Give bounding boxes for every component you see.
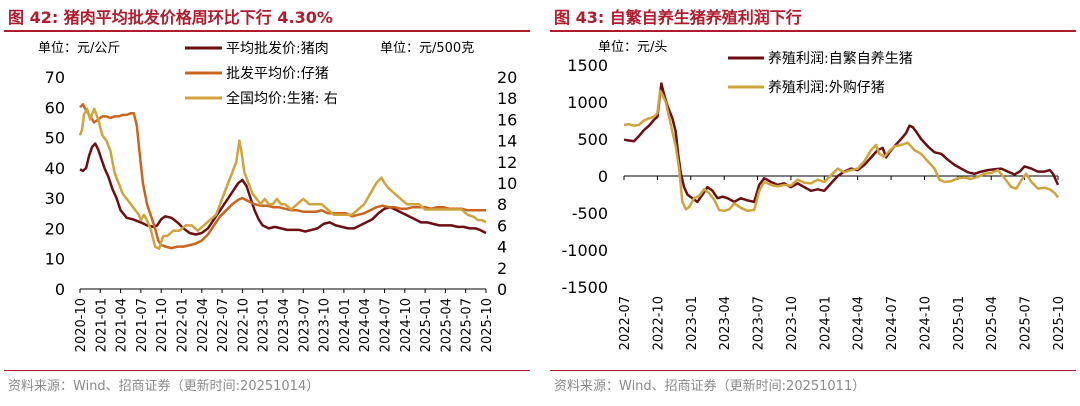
left-chart-svg: 0 10 20 30 40 50 60 70 0 2 4 6 8 10 12 14 16 18 20 2020-10 2… [38,41,517,352]
series-line-1 [79,142,487,236]
y-tick-label-right: 10 [497,174,517,193]
left-source-note: 资料来源：Wind、招商证券（更新时间:20251014） [8,379,320,394]
y-tick-label: -1500 [562,278,609,297]
x-tick-label: 2025-04 [439,298,454,352]
legend-label-2: 养殖利润:外购仔猪 [768,79,885,96]
y-tick-label-left: 50 [45,129,65,148]
x-tick-label: 2023-04 [718,296,733,350]
x-tick-label: 2023-10 [318,298,333,352]
x-tick-label: 2025-04 [985,296,1000,350]
y-tick-label-right: 2 [497,259,507,278]
x-tick-label: 2021-10 [155,298,170,352]
x-tick-label: 2022-04 [196,298,211,352]
x-tick-label: 2024-04 [358,298,373,352]
y-tick-label-left: 0 [55,280,65,299]
series-line-3 [78,107,487,250]
y-tick-label-right: 4 [497,238,507,257]
x-tick-label: 2023-01 [257,298,272,352]
x-tick-label: 2025-01 [952,296,967,350]
left-footer-rule [4,370,530,371]
x-tick-label: 2022-07 [618,296,633,350]
y-tick-label-right: 0 [497,280,507,299]
x-tick-label: 2024-10 [399,298,414,352]
y-tick-label: 1000 [567,93,608,112]
x-tick-label: 2022-10 [651,296,666,350]
x-tick-label: 2024-07 [885,296,900,350]
right-chart-svg: -1500 -1000 -500 0 500 1000 1500 2022-07 2022-10… [562,40,1068,350]
x-tick-label: 2022-10 [236,298,251,352]
unit-label: 单位：元/头 [598,40,667,55]
x-tick-label: 2023-01 [685,296,700,350]
y-tick-label: 1500 [567,56,608,75]
y-tick-label-left: 10 [45,250,65,269]
x-tick-label: 2025-01 [419,298,434,352]
y-tick-label-right: 18 [497,89,517,108]
x-tick-label: 2024-04 [852,296,867,350]
y-tick-label: 0 [598,167,608,186]
x-tick-label: 2025-07 [460,298,475,352]
x-tick-label: 2024-10 [918,296,933,350]
left-unit-label: 单位：元/公斤 [38,41,120,56]
series-line-2 [79,103,486,250]
y-tick-label-right: 6 [497,216,507,235]
x-tick-label: 2023-07 [752,296,767,350]
right-chart-panel: 图 43: 自繁自养生猪养殖利润下行 -1500 -1000 -500 0 500 100… [546,0,1076,406]
x-tick-label: 2024-01 [818,296,833,350]
y-tick-label-right: 12 [497,153,517,172]
right-unit-label: 单位：元/500克 [380,41,474,56]
y-tick-label-left: 70 [45,68,65,87]
y-tick-label-right: 14 [497,132,517,151]
x-tick-label: 2021-04 [115,298,130,352]
right-source-note: 资料来源：Wind、招商证券（更新时间:20251011） [554,379,866,394]
series-line-1 [623,82,1060,204]
right-chart-title: 图 43: 自繁自养生猪养殖利润下行 [554,8,802,27]
x-tick-label: 2025-10 [1052,296,1067,350]
x-tick-label: 2025-10 [480,298,495,352]
x-tick-label: 2024-01 [338,298,353,352]
right-title-rule [550,30,1076,32]
x-tick-label: 2023-04 [277,298,292,352]
left-chart-title: 图 42: 猪肉平均批发价格周环比下行 4.30% [8,8,333,27]
x-tick-label: 2024-07 [379,298,394,352]
legend-label-2: 批发平均价:仔猪 [226,66,329,82]
left-title-rule [4,30,530,32]
y-tick-label-left: 20 [45,219,65,238]
x-tick-label: 2023-07 [297,298,312,352]
y-tick-label-right: 20 [497,68,517,87]
x-tick-label: 2023-10 [785,296,800,350]
series-line-2 [623,89,1060,213]
legend-label-3: 全国均价:生猪: 右 [226,90,338,107]
y-tick-label-left: 30 [45,189,65,208]
x-tick-label: 2021-01 [94,298,109,352]
x-tick-label: 2022-07 [216,298,231,352]
right-footer-rule [550,370,1076,371]
x-tick-label: 2025-07 [1019,296,1034,350]
legend-label-1: 平均批发价:猪肉 [226,41,329,57]
y-tick-label-left: 60 [45,98,65,117]
y-tick-label: 500 [577,130,608,149]
y-tick-label-right: 16 [497,110,517,129]
left-chart-panel: 图 42: 猪肉平均批发价格周环比下行 4.30% 0 10 20 30 40 50 60 7… [0,0,530,406]
y-tick-label-right: 8 [497,195,507,214]
y-tick-label: -500 [572,204,608,223]
y-tick-label-left: 40 [45,159,65,178]
x-tick-label: 2020-10 [74,298,89,352]
y-tick-label: -1000 [562,241,609,260]
x-tick-label: 2021-07 [135,298,150,352]
legend-label-1: 养殖利润:自繁自养生猪 [768,50,913,67]
x-tick-label: 2022-01 [176,298,191,352]
